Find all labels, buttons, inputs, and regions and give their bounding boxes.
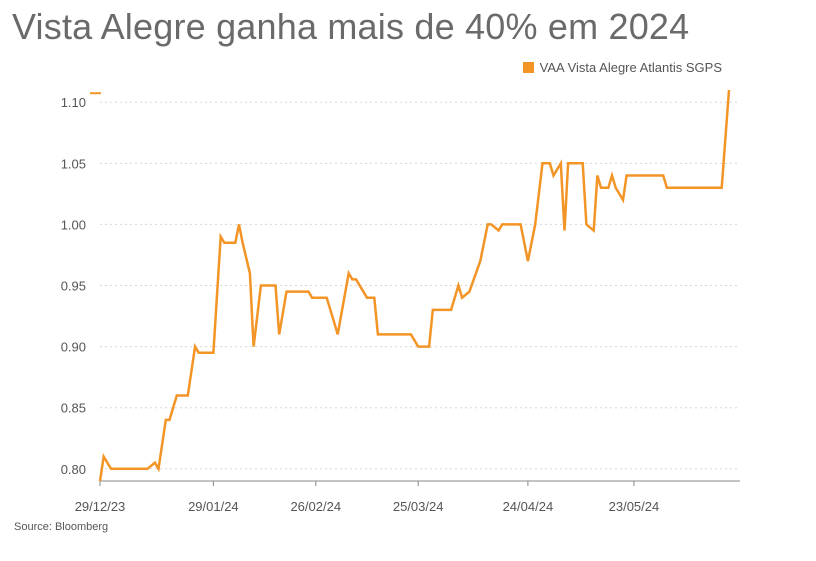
- y-tick-label: 0.95: [61, 279, 86, 294]
- x-tick-label: 25/03/24: [393, 499, 444, 514]
- legend: VAA Vista Alegre Atlantis SGPS: [522, 60, 722, 75]
- legend-swatch: [522, 62, 534, 73]
- series-line: [98, 89, 731, 482]
- y-tick-label: 0.80: [61, 462, 86, 477]
- y-tick-label: 1.05: [61, 156, 86, 171]
- chart-title: Vista Alegre ganha mais de 40% em 2024: [12, 6, 690, 47]
- y-tick-label: 0.85: [61, 401, 86, 416]
- x-tick-label: 26/02/24: [290, 499, 341, 514]
- legend-label: VAA Vista Alegre Atlantis SGPS: [539, 60, 722, 75]
- x-tick-label: 29/12/23: [75, 499, 126, 514]
- y-tick-label: 1.10: [61, 95, 86, 110]
- source-note: Source: Bloomberg: [14, 521, 109, 533]
- y-tick-label: 1.00: [61, 217, 86, 232]
- x-tick-label: 24/04/24: [503, 499, 554, 514]
- x-tick-label: 23/05/24: [609, 499, 660, 514]
- y-tick-label: 0.90: [61, 340, 86, 355]
- x-tick-label: 29/01/24: [188, 499, 239, 514]
